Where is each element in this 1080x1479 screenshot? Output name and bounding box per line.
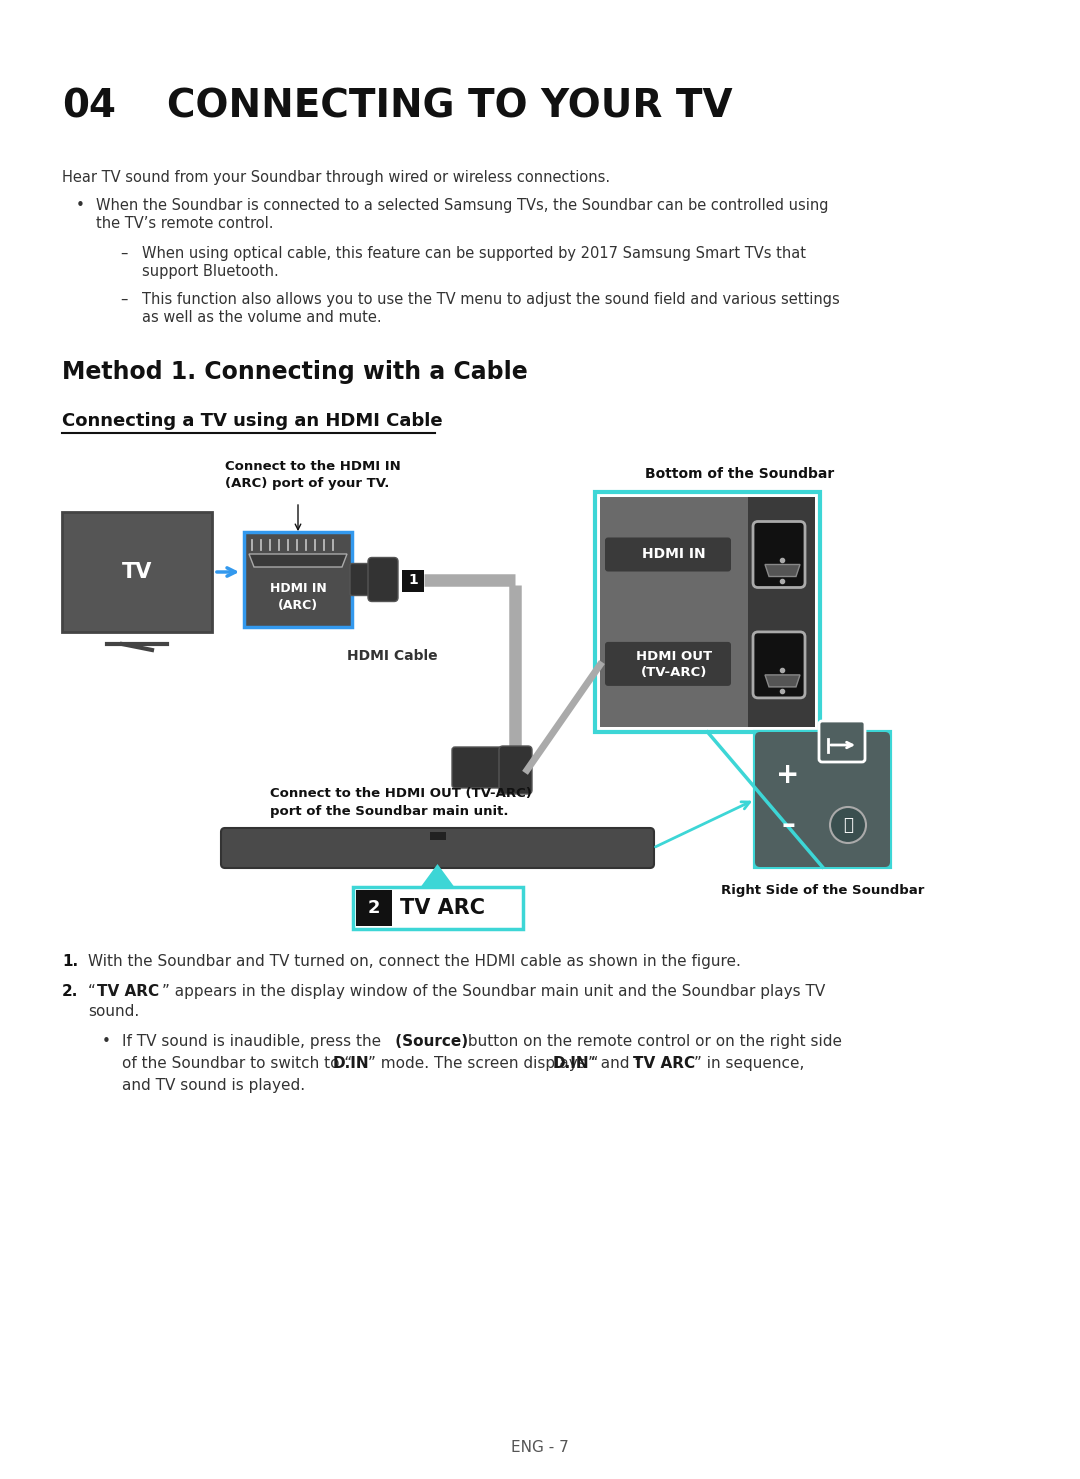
FancyBboxPatch shape (755, 732, 890, 867)
FancyBboxPatch shape (753, 522, 805, 587)
Text: HDMI IN: HDMI IN (643, 547, 706, 562)
Text: Connect to the HDMI OUT (TV-ARC): Connect to the HDMI OUT (TV-ARC) (270, 787, 531, 800)
Text: –: – (120, 246, 127, 260)
Text: When the Soundbar is connected to a selected Samsung TVs, the Soundbar can be co: When the Soundbar is connected to a sele… (96, 198, 828, 213)
Text: 1.: 1. (62, 954, 78, 969)
Text: button on the remote control or on the right side: button on the remote control or on the r… (463, 1034, 842, 1049)
Text: ENG - 7: ENG - 7 (511, 1441, 569, 1455)
Text: This function also allows you to use the TV menu to adjust the sound field and v: This function also allows you to use the… (141, 291, 840, 308)
Text: 04: 04 (62, 87, 116, 126)
Text: and TV sound is played.: and TV sound is played. (122, 1078, 306, 1093)
Text: of the Soundbar to switch to “: of the Soundbar to switch to “ (122, 1056, 352, 1071)
Text: Hear TV sound from your Soundbar through wired or wireless connections.: Hear TV sound from your Soundbar through… (62, 170, 610, 185)
Text: D.IN: D.IN (333, 1056, 369, 1071)
Text: “: “ (87, 984, 96, 998)
FancyBboxPatch shape (355, 890, 391, 926)
Text: port of the Soundbar main unit.: port of the Soundbar main unit. (270, 805, 509, 818)
Text: ” in sequence,: ” in sequence, (694, 1056, 805, 1071)
Polygon shape (416, 864, 459, 893)
Text: Bottom of the Soundbar: Bottom of the Soundbar (645, 467, 834, 481)
FancyBboxPatch shape (402, 569, 424, 592)
Text: CONNECTING TO YOUR TV: CONNECTING TO YOUR TV (140, 87, 732, 126)
Text: sound.: sound. (87, 1004, 139, 1019)
FancyBboxPatch shape (453, 747, 513, 788)
Polygon shape (765, 674, 800, 686)
Text: TV ARC: TV ARC (633, 1056, 696, 1071)
Text: HDMI OUT
(TV-ARC): HDMI OUT (TV-ARC) (636, 651, 712, 679)
Text: the TV’s remote control.: the TV’s remote control. (96, 216, 273, 231)
Text: Connect to the HDMI IN: Connect to the HDMI IN (225, 460, 401, 473)
Text: TV ARC: TV ARC (97, 984, 159, 998)
FancyBboxPatch shape (499, 745, 532, 794)
Text: Right Side of the Soundbar: Right Side of the Soundbar (720, 884, 924, 896)
Circle shape (831, 808, 866, 843)
FancyBboxPatch shape (221, 828, 654, 868)
Text: •: • (102, 1034, 111, 1049)
Text: ⏻: ⏻ (843, 816, 853, 834)
FancyBboxPatch shape (244, 532, 352, 627)
Text: If TV sound is inaudible, press the: If TV sound is inaudible, press the (122, 1034, 381, 1049)
Text: TV ARC: TV ARC (401, 898, 486, 918)
Text: TV: TV (122, 562, 152, 583)
Text: ” appears in the display window of the Soundbar main unit and the Soundbar plays: ” appears in the display window of the S… (162, 984, 825, 998)
Text: D.IN: D.IN (553, 1056, 590, 1071)
FancyBboxPatch shape (350, 563, 379, 596)
FancyBboxPatch shape (62, 512, 212, 632)
FancyBboxPatch shape (600, 497, 748, 728)
Text: When using optical cable, this feature can be supported by 2017 Samsung Smart TV: When using optical cable, this feature c… (141, 246, 806, 260)
Text: 1: 1 (408, 572, 418, 587)
Text: 2.: 2. (62, 984, 79, 998)
FancyBboxPatch shape (368, 558, 399, 602)
FancyBboxPatch shape (748, 497, 815, 728)
Text: 2: 2 (367, 899, 380, 917)
Text: –: – (120, 291, 127, 308)
Polygon shape (249, 555, 347, 566)
FancyBboxPatch shape (755, 732, 890, 867)
Text: Connecting a TV using an HDMI Cable: Connecting a TV using an HDMI Cable (62, 413, 443, 430)
Text: (Source): (Source) (390, 1034, 468, 1049)
Text: Method 1. Connecting with a Cable: Method 1. Connecting with a Cable (62, 359, 528, 385)
FancyBboxPatch shape (605, 537, 731, 571)
Text: HDMI IN
(ARC): HDMI IN (ARC) (270, 583, 326, 612)
FancyBboxPatch shape (753, 632, 805, 698)
FancyBboxPatch shape (430, 833, 446, 840)
FancyBboxPatch shape (819, 720, 865, 762)
FancyBboxPatch shape (605, 642, 731, 686)
FancyBboxPatch shape (352, 887, 523, 929)
FancyBboxPatch shape (595, 493, 820, 732)
Polygon shape (765, 565, 800, 577)
Text: +: + (777, 762, 799, 788)
Text: as well as the volume and mute.: as well as the volume and mute. (141, 311, 381, 325)
Text: support Bluetooth.: support Bluetooth. (141, 263, 279, 280)
Text: ” and “: ” and “ (588, 1056, 643, 1071)
Text: With the Soundbar and TV turned on, connect the HDMI cable as shown in the figur: With the Soundbar and TV turned on, conn… (87, 954, 741, 969)
Text: •: • (76, 198, 85, 213)
Text: (ARC) port of your TV.: (ARC) port of your TV. (225, 478, 390, 490)
Text: ” mode. The screen displays “: ” mode. The screen displays “ (368, 1056, 598, 1071)
Text: –: – (781, 810, 795, 839)
Text: HDMI Cable: HDMI Cable (347, 649, 437, 663)
